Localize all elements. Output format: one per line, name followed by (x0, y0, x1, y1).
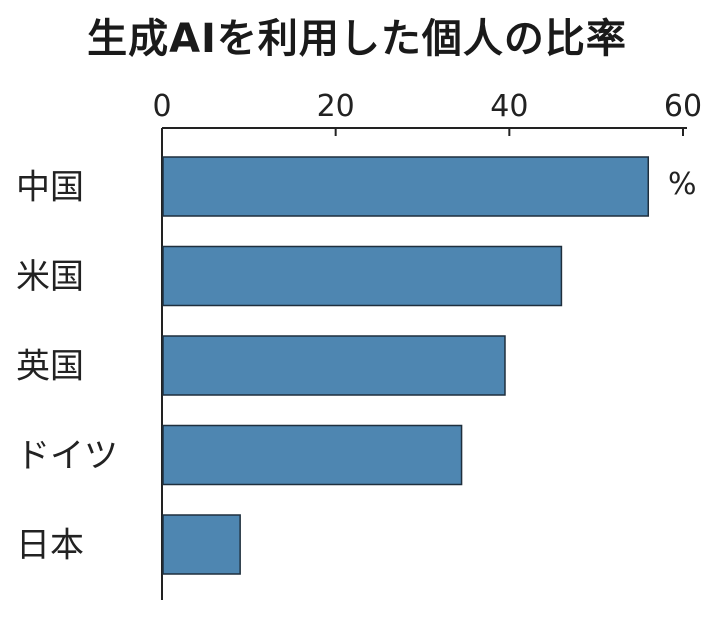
bar-4 (162, 514, 241, 575)
bar-0 (162, 156, 650, 217)
bar-1 (162, 245, 563, 307)
x-tick-label: 40 (490, 89, 528, 124)
category-label: 日本 (16, 526, 84, 566)
x-tick-label: 20 (317, 89, 355, 124)
unit-label: % (668, 167, 697, 202)
bar-3 (162, 424, 463, 486)
category-label: 英国 (16, 347, 84, 387)
bar-2 (162, 335, 506, 396)
x-tick-label: 0 (152, 89, 171, 124)
x-axis: 0 20 40 60 (152, 89, 702, 600)
category-label: 中国 (16, 168, 84, 208)
x-tick-label: 60 (664, 89, 702, 124)
bars (162, 156, 650, 575)
chart-title: 生成AIを利用した個人の比率 (87, 16, 627, 62)
category-label: 米国 (16, 257, 84, 297)
category-label: ドイツ (16, 436, 118, 476)
